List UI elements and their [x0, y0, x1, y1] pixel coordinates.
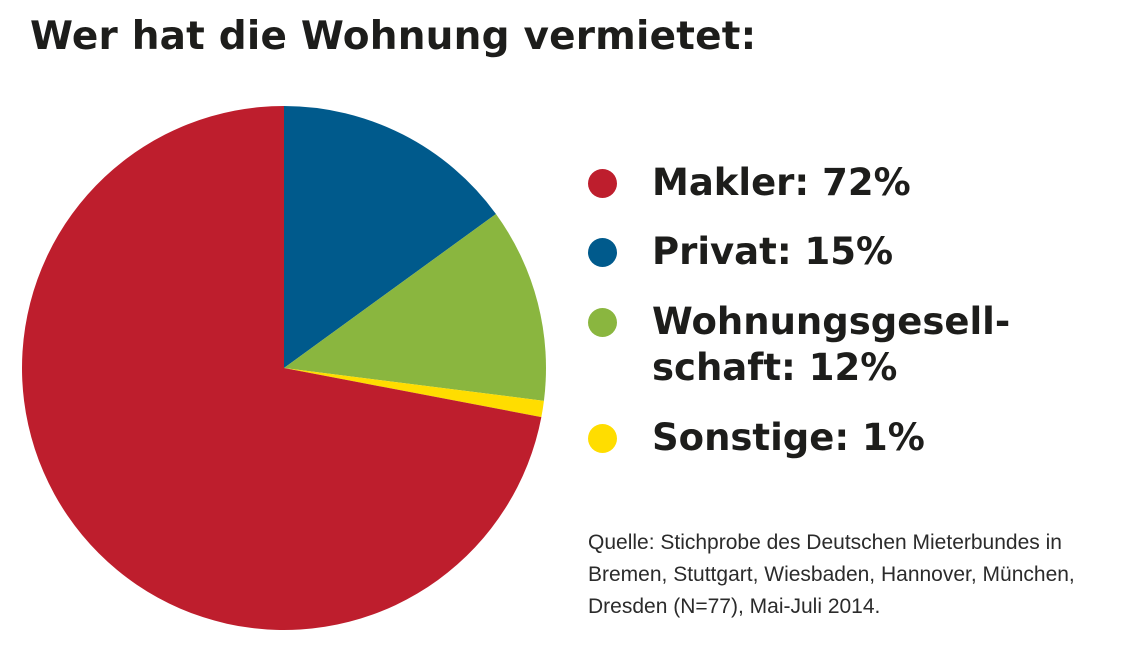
legend-dot-sonstige [588, 424, 617, 453]
legend-label-wohnungsgesellschaft-line1: Wohnungsgesell- [652, 300, 1011, 343]
legend-dot-makler [588, 169, 617, 198]
legend-label-wohnungsgesellschaft-line2: schaft: 12% [652, 346, 898, 389]
legend-dot-wohnungsgesellschaft [588, 308, 617, 337]
pie-slice-makler [21, 106, 542, 630]
pie-slice-sonstige [284, 368, 544, 418]
legend-label-makler: Makler: 72% [652, 161, 911, 204]
pie-slices [21, 106, 546, 630]
source-line-3: Dresden (N=77), Mai-Juli 2014. [588, 595, 881, 618]
source-line-2: Bremen, Stuttgart, Wiesbaden, Hannover, … [588, 563, 1075, 586]
pie-slice-wohnungsgesellschaft [284, 214, 546, 401]
source-note: Quelle: Stichprobe des Deutschen Mieterb… [588, 527, 1128, 623]
chart-title: Wer hat die Wohnung vermietet: [30, 14, 757, 59]
source-line-1: Quelle: Stichprobe des Deutschen Mieterb… [588, 531, 1062, 554]
pie-slice-privat [284, 106, 496, 368]
legend-label-privat: Privat: 15% [652, 230, 894, 273]
legend-label-sonstige: Sonstige: 1% [652, 416, 925, 459]
legend-dot-privat [588, 238, 617, 267]
